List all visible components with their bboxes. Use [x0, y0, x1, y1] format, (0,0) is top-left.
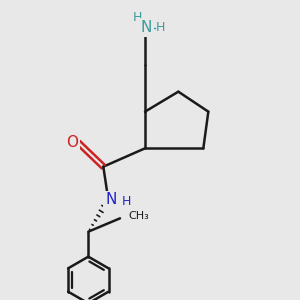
Text: H: H: [155, 21, 165, 34]
Text: N: N: [141, 20, 152, 35]
Text: O: O: [66, 135, 78, 150]
Text: H: H: [122, 195, 131, 208]
Text: H: H: [133, 11, 142, 24]
Text: N: N: [105, 193, 117, 208]
Text: CH₃: CH₃: [128, 211, 149, 221]
